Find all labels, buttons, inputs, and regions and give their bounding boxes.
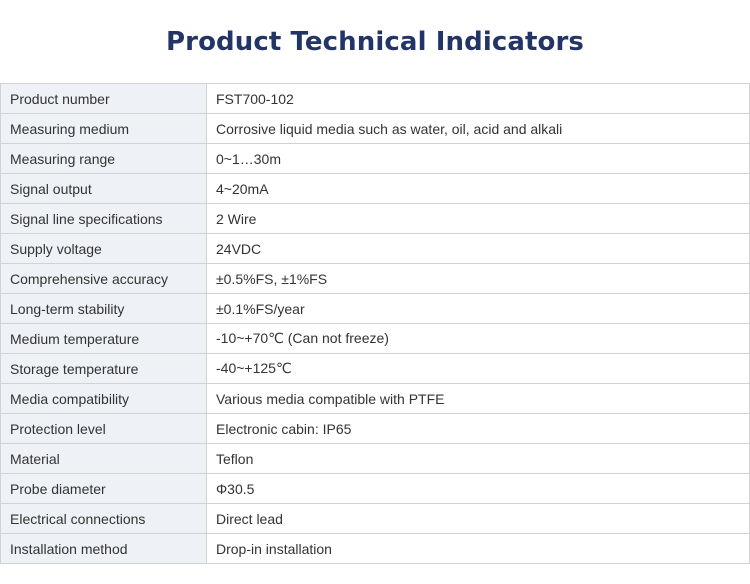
row-label: Electrical connections — [0, 503, 207, 534]
table-row: Storage temperature -40~+125℃ — [0, 353, 750, 384]
row-value: 2 Wire — [206, 203, 750, 234]
row-label: Comprehensive accuracy — [0, 263, 207, 294]
row-value: FST700-102 — [206, 83, 750, 114]
table-row: Electrical connections Direct lead — [0, 503, 750, 534]
row-label: Medium temperature — [0, 323, 207, 354]
row-label: Measuring medium — [0, 113, 207, 144]
table-row: Medium temperature -10~+70℃ (Can not free… — [0, 323, 750, 354]
row-label: Measuring range — [0, 143, 207, 174]
row-value: Various media compatible with PTFE — [206, 383, 750, 414]
row-value: ±0.5%FS, ±1%FS — [206, 263, 750, 294]
table-row: Supply voltage 24VDC — [0, 233, 750, 264]
table-row: Signal line specifications 2 Wire — [0, 203, 750, 234]
table-row: Signal output 4~20mA — [0, 173, 750, 204]
row-label: Signal line specifications — [0, 203, 207, 234]
row-value: 24VDC — [206, 233, 750, 264]
row-value: ±0.1%FS/year — [206, 293, 750, 324]
table-row: Protection level Electronic cabin: IP65 — [0, 413, 750, 444]
table-row: Probe diameter Φ30.5 — [0, 473, 750, 504]
row-value: 0~1…30m — [206, 143, 750, 174]
row-label: Material — [0, 443, 207, 474]
row-label: Probe diameter — [0, 473, 207, 504]
row-label: Storage temperature — [0, 353, 207, 384]
table-row: Comprehensive accuracy ±0.5%FS, ±1%FS — [0, 263, 750, 294]
row-value: Φ30.5 — [206, 473, 750, 504]
table-row: Material Teflon — [0, 443, 750, 474]
page-title: Product Technical Indicators — [166, 27, 584, 57]
table-row: Product number FST700-102 — [0, 83, 750, 114]
row-value: -40~+125℃ — [206, 353, 750, 384]
spec-table-body: Product number FST700-102 Measuring mediu… — [0, 83, 750, 564]
row-value: Drop-in installation — [206, 533, 750, 564]
row-value: Teflon — [206, 443, 750, 474]
row-label: Media compatibility — [0, 383, 207, 414]
row-label: Protection level — [0, 413, 207, 444]
table-row: Installation method Drop-in installation — [0, 533, 750, 564]
row-value: 4~20mA — [206, 173, 750, 204]
row-label: Installation method — [0, 533, 207, 564]
spec-table: Product number FST700-102 Measuring mediu… — [0, 83, 750, 564]
table-row: Long-term stability ±0.1%FS/year — [0, 293, 750, 324]
row-value: Electronic cabin: IP65 — [206, 413, 750, 444]
table-row: Measuring medium Corrosive liquid media s… — [0, 113, 750, 144]
table-row: Media compatibility Various media compati… — [0, 383, 750, 414]
row-value: -10~+70℃ (Can not freeze) — [206, 323, 750, 354]
row-value: Direct lead — [206, 503, 750, 534]
row-label: Signal output — [0, 173, 207, 204]
row-label: Long-term stability — [0, 293, 207, 324]
row-label: Product number — [0, 83, 207, 114]
table-row: Measuring range 0~1…30m — [0, 143, 750, 174]
row-label: Supply voltage — [0, 233, 207, 264]
row-value: Corrosive liquid media such as water, oi… — [206, 113, 750, 144]
